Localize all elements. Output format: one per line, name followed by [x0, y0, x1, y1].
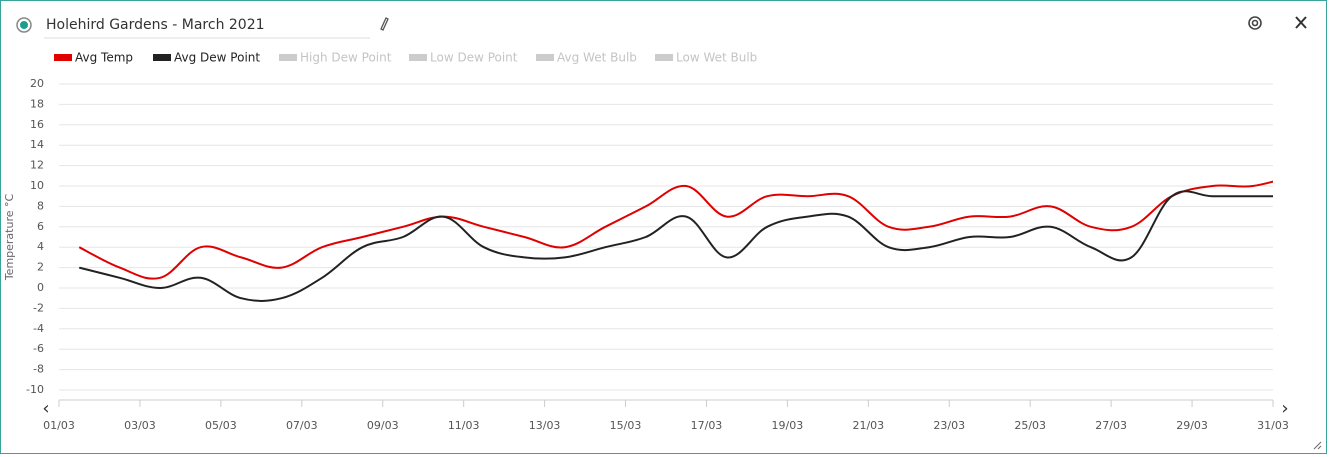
y-tick-label: 12 [30, 159, 44, 172]
x-tick-label: 23/03 [933, 419, 965, 432]
legend-swatch [279, 54, 297, 61]
legend-swatch [409, 54, 427, 61]
y-tick-label: -8 [33, 363, 44, 376]
legend-swatch [54, 54, 72, 61]
x-tick-label: 29/03 [1176, 419, 1208, 432]
legend-label[interactable]: High Dew Point [300, 51, 392, 65]
x-tick-label: 13/03 [529, 419, 561, 432]
legend-label[interactable]: Avg Temp [75, 51, 133, 65]
legend-label[interactable]: Avg Wet Bulb [557, 51, 637, 65]
y-tick-label: 14 [30, 138, 44, 151]
y-tick-label: 2 [37, 261, 44, 274]
legend-swatch [153, 54, 171, 61]
x-tick-label: 03/03 [124, 419, 156, 432]
y-tick-label: 8 [37, 199, 44, 212]
x-tick-label: 25/03 [1014, 419, 1046, 432]
widget-title: Holehird Gardens - March 2021 [46, 17, 265, 33]
scroll-right[interactable]: › [1281, 398, 1288, 419]
legend-swatch [655, 54, 673, 61]
legend-label[interactable]: Low Wet Bulb [676, 51, 757, 65]
y-tick-label: 6 [37, 220, 44, 233]
scroll-left[interactable]: ‹ [42, 398, 49, 419]
legend-label[interactable]: Low Dew Point [430, 51, 518, 65]
plot [78, 180, 1273, 302]
y-tick-label: -6 [33, 342, 44, 355]
radio[interactable] [16, 17, 32, 33]
y-tick-label: -4 [33, 322, 44, 335]
series-line [78, 180, 1273, 280]
x-tick-label: 05/03 [205, 419, 237, 432]
x-tick-label: 21/03 [852, 419, 884, 432]
radio-dot [20, 21, 28, 29]
series-line [78, 190, 1273, 302]
x-tick-label: 31/03 [1257, 419, 1289, 432]
y-tick-label: 4 [37, 240, 44, 253]
y-tick-label: -2 [33, 301, 44, 314]
y-tick-label: 10 [30, 179, 44, 192]
legend-label[interactable]: Avg Dew Point [174, 51, 260, 65]
y-axis-title: Temperature °C [3, 194, 16, 282]
x-tick-label: 07/03 [286, 419, 318, 432]
x-tick-label: 27/03 [1095, 419, 1127, 432]
x-tick-label: 17/03 [691, 419, 723, 432]
x-tick-label: 15/03 [610, 419, 642, 432]
resize-handle[interactable] [1313, 441, 1322, 450]
y-tick-label: -10 [26, 383, 44, 396]
x-tick-label: 19/03 [772, 419, 804, 432]
close-icon[interactable] [1295, 16, 1307, 29]
grid: -10 -8 -6 -4 -2 0 2 4 6 8 10 12 14 16 18 20 01/03 03/03 05… [26, 77, 1289, 432]
edit-icon[interactable] [380, 17, 389, 31]
y-tick-label: 0 [37, 281, 44, 294]
x-tick-label: 09/03 [367, 419, 399, 432]
y-tick-label: 16 [30, 118, 44, 131]
legend-swatch [536, 54, 554, 61]
x-tick-label: 01/03 [43, 419, 75, 432]
x-tick-label: 11/03 [448, 419, 480, 432]
y-tick-label: 20 [30, 77, 44, 90]
settings-icon[interactable] [1248, 16, 1262, 30]
y-tick-label: 18 [30, 97, 44, 110]
